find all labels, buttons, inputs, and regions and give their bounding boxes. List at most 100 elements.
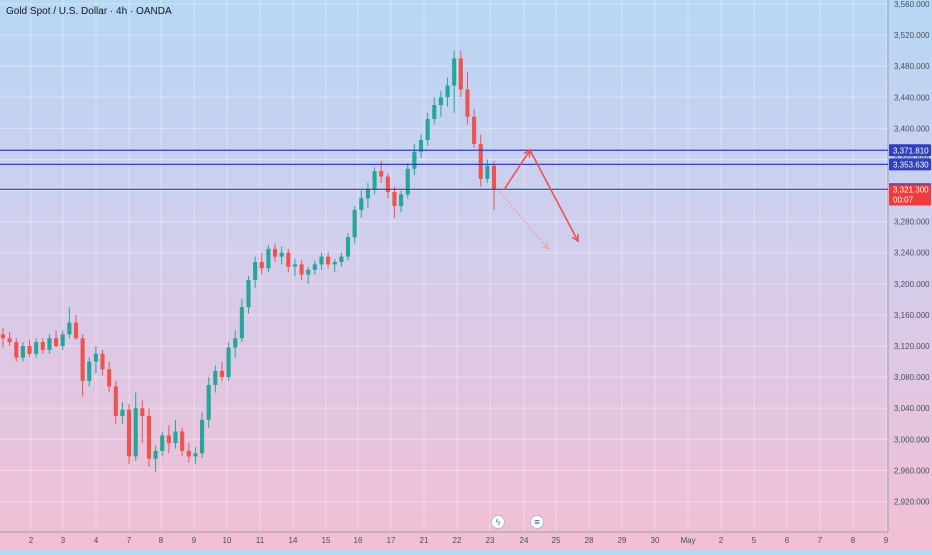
x-tick-label: May [680,536,695,545]
x-tick-label: 6 [785,536,790,545]
candle-body [253,262,258,280]
candle-body [399,194,404,207]
x-tick-label: 10 [223,536,232,545]
candle-body [392,192,397,207]
candle-body [319,256,324,265]
y-tick-label: 3,000.000 [894,435,930,444]
y-tick-label: 3,440.000 [894,93,930,102]
candle-body [365,188,370,199]
y-tick-label: 3,240.000 [894,249,930,258]
x-tick-label: 7 [818,536,823,545]
us-flag-event-icon[interactable]: ≡ [530,515,544,529]
candle-body [160,435,165,451]
candle-body [372,171,377,189]
candle-body [14,342,19,358]
current-price-label: 3,321.300 [893,186,929,195]
chart-title: Gold Spot / U.S. Dollar · 4h · OANDA [6,6,172,17]
candle-body [47,338,52,350]
candle-body [186,450,191,457]
candle-body [425,119,430,141]
candle-body [133,408,138,457]
arrowhead [523,148,531,158]
level-price-label: 3,353.630 [893,160,929,169]
x-tick-label: 16 [354,536,363,545]
x-tick-label: 4 [94,536,99,545]
y-tick-label: 3,560.000 [894,0,930,9]
candle-body [239,307,244,339]
arrowhead [541,241,549,250]
y-tick-label: 3,040.000 [894,404,930,413]
x-tick-label: 9 [884,536,889,545]
candle-body [259,262,264,269]
x-tick-label: 7 [127,536,132,545]
x-tick-label: 23 [486,536,495,545]
candle-body [34,342,39,354]
y-tick-label: 3,200.000 [894,280,930,289]
bar-countdown-label: 00:07 [893,196,914,205]
x-tick-label: 17 [387,536,396,545]
candle-body [445,85,450,98]
candle-body [73,322,79,339]
x-tick-label: 22 [453,536,462,545]
candle-body [120,409,125,416]
candle-body [279,252,284,257]
candle-body [40,342,45,350]
candle-body [385,176,390,193]
candle-body [20,346,25,358]
candle-body [272,248,278,257]
candle-body [359,198,364,210]
x-tick-label: 30 [651,536,660,545]
level-price-tag [889,158,931,171]
x-tick-label: 5 [752,536,757,545]
candle-body [113,386,118,416]
projection-path-dotted [497,189,549,250]
current-price-tag [889,184,931,206]
x-tick-label: 8 [159,536,164,545]
candle-body [438,97,443,106]
y-tick-label: 3,280.000 [894,218,930,227]
candle-body [127,409,132,457]
candle-body [339,256,344,263]
x-tick-label: 14 [289,536,298,545]
candle-body [266,248,271,269]
candle-body [213,370,218,385]
y-tick-label: 3,120.000 [894,342,930,351]
candle-body [27,346,32,354]
candle-body [246,279,251,308]
y-tick-label: 3,480.000 [894,62,930,71]
candle-body [458,58,463,90]
candle-body [345,237,351,257]
x-tick-label: 11 [256,536,265,545]
candle-body [352,209,357,238]
candle-body [93,353,98,362]
candle-body [332,262,337,265]
candle-body [146,415,152,459]
x-tick-label: 8 [851,536,856,545]
candle-body [306,269,311,275]
y-tick-label: 3,520.000 [894,31,930,40]
x-tick-label: 28 [585,536,594,545]
x-tick-label: 3 [61,536,66,545]
y-tick-label: 2,920.000 [894,497,930,506]
lightning-icon[interactable]: ϟ [491,515,505,529]
candle-body [379,171,384,177]
x-tick-label: 15 [322,536,331,545]
level-price-label: 3,371.810 [893,146,929,155]
candle-body [405,168,410,195]
candle-body [472,116,477,144]
candle-body [226,347,231,378]
candle-body [100,353,105,370]
candle-body [326,256,331,265]
candle-body [180,431,185,451]
candle-body [60,334,65,346]
candle-body [432,105,437,120]
candle-body [166,435,171,444]
y-tick-label: 3,080.000 [894,373,930,382]
candle-body [286,252,291,267]
level-price-tag [889,144,931,157]
candle-body [219,370,225,378]
candle-body [485,165,490,179]
x-tick-label: 2 [719,536,724,545]
